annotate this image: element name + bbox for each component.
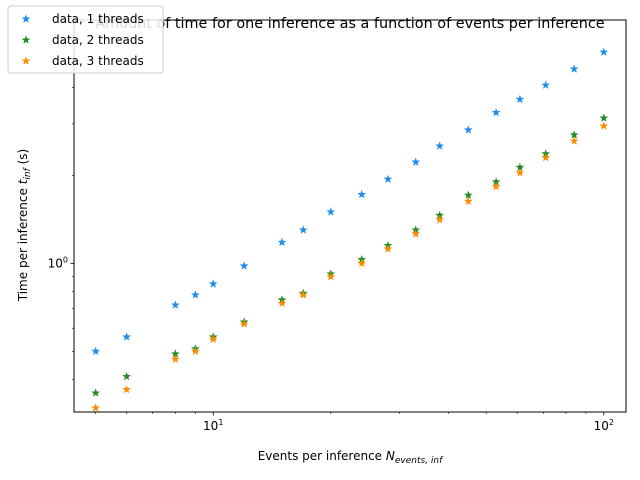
data-point-series-1	[515, 94, 525, 104]
data-point-series-3	[298, 290, 308, 299]
data-point-series-2	[435, 210, 445, 220]
data-point-series-1	[239, 261, 249, 270]
axes-frame	[73, 19, 627, 413]
data-point-series-3	[239, 319, 249, 328]
data-point-series-3	[599, 121, 609, 130]
x-tick-label: 102	[594, 418, 614, 433]
data-point-series-2	[569, 130, 579, 139]
data-point-series-3	[357, 258, 367, 268]
legend-label-series-2: data, 2 threads	[52, 33, 144, 47]
legend-frame	[7, 5, 164, 74]
data-point-series-2	[599, 113, 609, 122]
data-point-series-3	[541, 153, 551, 162]
data-point-series-1	[208, 279, 218, 288]
data-point-series-3	[171, 354, 180, 363]
legend-label-series-3: data, 3 threads	[52, 54, 144, 68]
data-point-series-1	[599, 47, 609, 56]
data-point-series-1	[411, 157, 421, 166]
data-point-series-2	[91, 388, 101, 397]
data-point-series-3	[435, 215, 445, 224]
data-point-series-3	[411, 229, 421, 238]
data-point-series-1	[491, 107, 501, 117]
data-point-series-3	[191, 346, 200, 356]
data-point-series-3	[569, 136, 579, 145]
data-point-series-3	[491, 182, 501, 191]
data-point-series-2	[122, 371, 131, 381]
data-point-series-1	[191, 290, 200, 299]
data-point-series-1	[277, 237, 287, 247]
legend-marker-series-1	[21, 14, 31, 23]
x-tick-label: 101	[203, 418, 223, 433]
legend-label-series-1: data, 1 threads	[52, 12, 144, 26]
data-point-series-3	[326, 272, 336, 281]
data-point-series-2	[491, 177, 501, 186]
data-point-series-1	[383, 174, 393, 183]
data-point-series-2	[463, 190, 473, 199]
legend: data, 1 threads data, 2 threads data, 3 th…	[7, 5, 164, 74]
data-point-series-3	[91, 403, 101, 412]
y-axis-label: Time per inference tinf (s)	[16, 149, 33, 302]
plot-area: 101 102 100	[48, 19, 627, 433]
data-point-series-1	[122, 332, 131, 341]
y-tick-label: 100	[48, 255, 68, 270]
data-point-series-1	[435, 141, 445, 150]
legend-marker-series-3	[21, 56, 31, 65]
data-point-series-3	[463, 196, 473, 206]
data-point-series-3	[383, 244, 393, 253]
data-point-series-1	[357, 189, 367, 199]
chart-title: Amount of time for one inference as a fu…	[95, 16, 604, 32]
data-point-series-1	[171, 300, 180, 309]
data-point-series-3	[122, 384, 131, 394]
data-point-series-1	[463, 125, 473, 134]
data-point-series-1	[326, 207, 336, 216]
data-point-series-3	[515, 168, 525, 177]
data-point-series-3	[208, 334, 218, 343]
legend-marker-series-2	[21, 35, 31, 44]
data-point-series-2	[515, 162, 525, 172]
data-point-series-1	[91, 346, 101, 356]
data-point-series-2	[171, 349, 180, 358]
data-point-series-1	[541, 80, 551, 89]
data-point-series-1	[298, 225, 308, 234]
data-point-series-3	[277, 298, 287, 307]
x-axis-label: Events per inference Nevents, inf	[258, 449, 444, 466]
data-point-series-1	[569, 64, 579, 73]
